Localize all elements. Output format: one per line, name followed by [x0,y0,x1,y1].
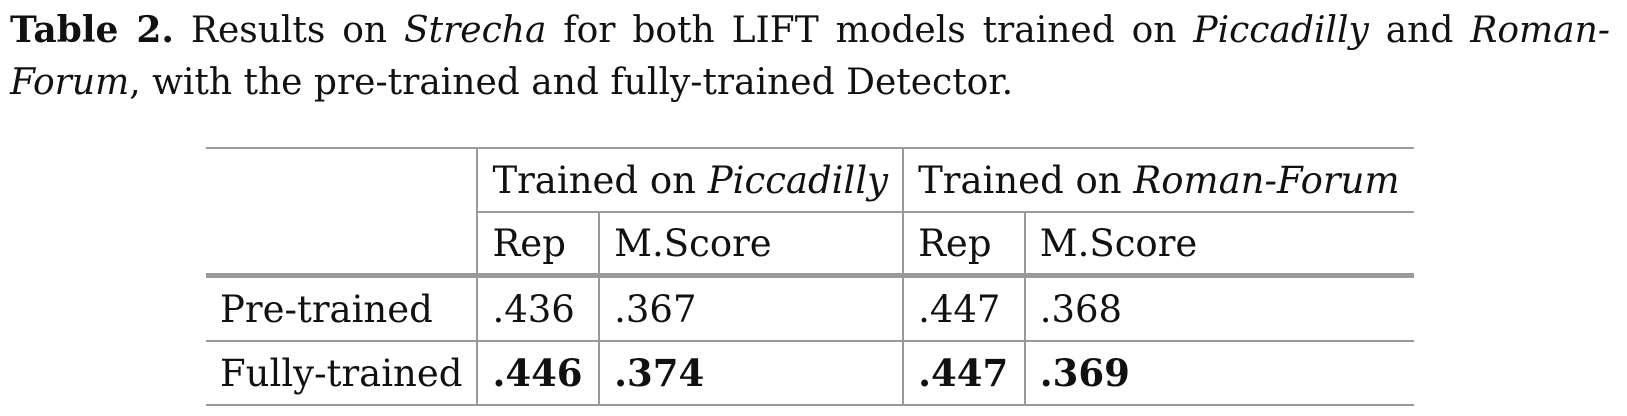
caption-text: and [1368,10,1471,51]
group-prefix: Trained on [918,158,1134,202]
caption-text: for both LIFT models trained on [546,10,1194,51]
header-stub-cell [206,148,477,276]
row-label: Pre-trained [220,287,433,331]
header-group-piccadilly: Trained on Piccadilly [476,148,904,213]
row-label: Fully-trained [220,351,463,395]
subheader-cell: Rep [902,212,1025,276]
table-row: Fully-trained .446 .374 .447 .369 [206,341,1414,405]
caption-text: Results on [173,10,404,51]
table-row: Pre-trained .436 .367 .447 .368 [206,275,1414,341]
table-cell: .368 [1023,275,1414,341]
table-header-row: Trained on Piccadilly Trained on Roman-F… [206,148,1414,213]
table-cell: .447 [902,275,1025,341]
caption-train-a: Piccadilly [1193,10,1369,51]
caption-train-b: Roman-Forum [10,10,1610,103]
group-prefix: Trained on [492,158,708,202]
caption-dataset: Strecha [403,10,547,51]
table-cell: .447 [902,341,1025,405]
subheader-cell: M.Score [1023,212,1414,276]
subheader-cell: Rep [476,212,600,276]
group-name: Piccadilly [707,158,889,202]
subheader-cell: M.Score [598,212,904,276]
header-group-roman-forum: Trained on Roman-Forum [902,148,1414,213]
table-subheader-row: Rep M.Score Rep M.Score [206,212,1414,276]
caption-label: Table 2. [10,9,174,51]
table-cell: .369 [1023,341,1414,405]
table-cell: .374 [598,341,904,405]
group-name: Roman-Forum [1133,158,1400,202]
table-cell: .367 [598,275,904,341]
table-cell: .446 [476,341,600,405]
results-table: Trained on Piccadilly Trained on Roman-F… [206,147,1414,406]
table-cell: .436 [476,275,600,341]
caption-text: , with the pre-trained and fully-trained… [129,62,1014,103]
table-caption: Table 2. Results on Strecha for both LIF… [10,4,1610,109]
